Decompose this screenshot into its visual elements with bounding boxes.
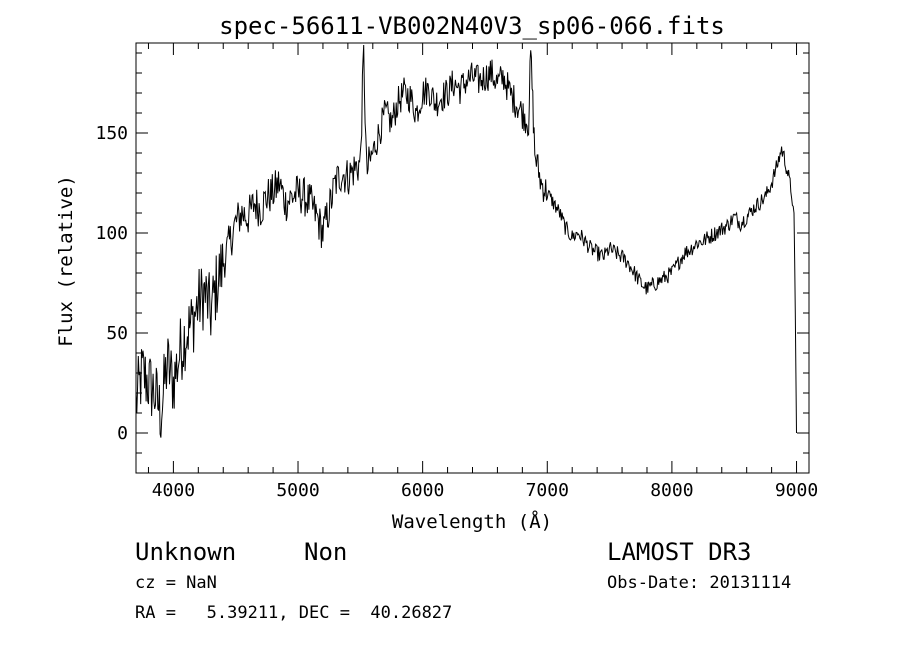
coordinates-label: RA = 5.39211, DEC = 40.26827 [135,603,453,623]
obs-date-label: Obs-Date: 20131114 [607,573,792,593]
y-axis-label: Flux (relative) [55,175,77,347]
x-tick-label: 9000 [775,480,818,501]
x-tick-label: 8000 [650,480,693,501]
cz-label: cz = NaN [135,573,217,593]
spectrum-series-line [135,44,797,438]
x-axis-label: Wavelength (Å) [392,510,552,533]
object-class-label: Unknown [135,538,237,566]
x-tick-label: 6000 [401,480,444,501]
object-subclass-label: Non [304,538,348,566]
y-tick-label: 150 [95,123,128,144]
plot-frame [135,42,810,474]
x-axis-ticks: 4000 5000 6000 7000 8000 9000 [147,43,818,501]
y-tick-label: 50 [106,323,128,344]
x-tick-label: 4000 [152,480,195,501]
survey-label: LAMOST DR3 [607,538,752,566]
y-axis-ticks: 0 50 100 150 [95,52,809,474]
x-tick-label: 5000 [276,480,319,501]
chart-title: spec-56611-VB002N40V3_sp06-066.fits [219,12,725,40]
x-tick-label: 7000 [526,480,569,501]
y-tick-label: 0 [117,423,128,444]
y-tick-label: 100 [95,223,128,244]
